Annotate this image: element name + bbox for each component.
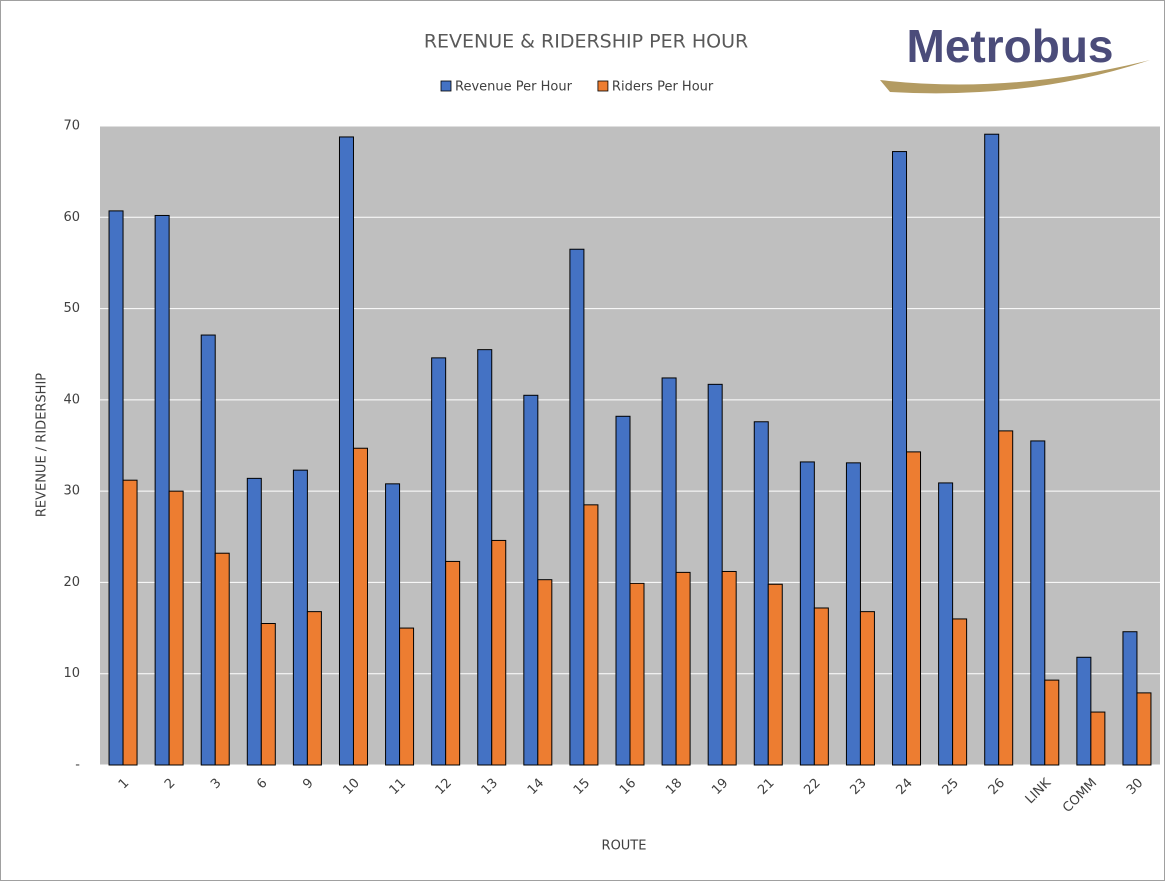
bar xyxy=(537,579,553,766)
bar xyxy=(813,607,829,766)
bar xyxy=(1030,440,1046,766)
y-tick-label: 10 xyxy=(63,666,80,681)
y-tick-label: 60 xyxy=(63,210,80,225)
y-tick-label: 30 xyxy=(63,484,80,499)
bar xyxy=(952,618,968,766)
bar xyxy=(338,136,354,766)
bar xyxy=(385,483,401,766)
bar xyxy=(753,421,769,766)
bar xyxy=(984,133,1000,766)
bar xyxy=(767,583,783,766)
bar xyxy=(491,539,507,766)
bar xyxy=(1122,631,1138,766)
legend-label: Revenue Per Hour xyxy=(455,80,573,95)
bar xyxy=(721,570,737,766)
bar xyxy=(799,461,815,766)
bar xyxy=(168,490,184,766)
bar xyxy=(306,611,322,766)
bar xyxy=(154,214,170,766)
y-axis-label: REVENUE / RIDERSHIP xyxy=(35,373,50,517)
bar xyxy=(892,151,908,766)
bar xyxy=(906,451,922,766)
bar xyxy=(108,210,124,766)
bar xyxy=(1136,692,1152,766)
bar xyxy=(583,504,599,766)
chart-title: REVENUE & RIDERSHIP PER HOUR xyxy=(424,31,748,53)
bar xyxy=(477,349,493,766)
bar xyxy=(859,611,875,766)
bar xyxy=(615,415,631,766)
bar xyxy=(629,582,645,766)
bar xyxy=(260,623,276,766)
legend-swatch xyxy=(597,80,609,92)
logo: Metrobus xyxy=(880,20,1150,94)
bar xyxy=(707,383,723,766)
bar xyxy=(399,627,415,766)
y-tick-label: 50 xyxy=(63,301,80,316)
bar xyxy=(445,560,461,766)
bar xyxy=(200,334,216,766)
bar xyxy=(246,477,262,766)
bar xyxy=(431,357,447,766)
y-tick-label: 70 xyxy=(63,119,80,134)
bar xyxy=(214,552,230,766)
bar xyxy=(675,571,691,766)
logo-swoosh xyxy=(880,60,1150,94)
bar xyxy=(1044,679,1060,766)
legend-swatch xyxy=(440,80,452,92)
bar xyxy=(292,469,308,766)
bar xyxy=(938,482,954,766)
legend-label: Riders Per Hour xyxy=(612,80,714,95)
y-tick-label: - xyxy=(75,758,80,773)
bar xyxy=(122,479,138,766)
y-tick-label: 20 xyxy=(63,575,80,590)
bar xyxy=(352,447,368,766)
bar xyxy=(845,462,861,766)
bar xyxy=(569,248,585,766)
bar xyxy=(523,394,539,766)
bar xyxy=(661,377,677,766)
logo-text: Metrobus xyxy=(907,20,1114,72)
y-tick-label: 40 xyxy=(63,392,80,407)
bar xyxy=(1090,711,1106,766)
x-axis-label: ROUTE xyxy=(602,839,647,854)
bar xyxy=(998,430,1014,766)
bar xyxy=(1076,656,1092,766)
